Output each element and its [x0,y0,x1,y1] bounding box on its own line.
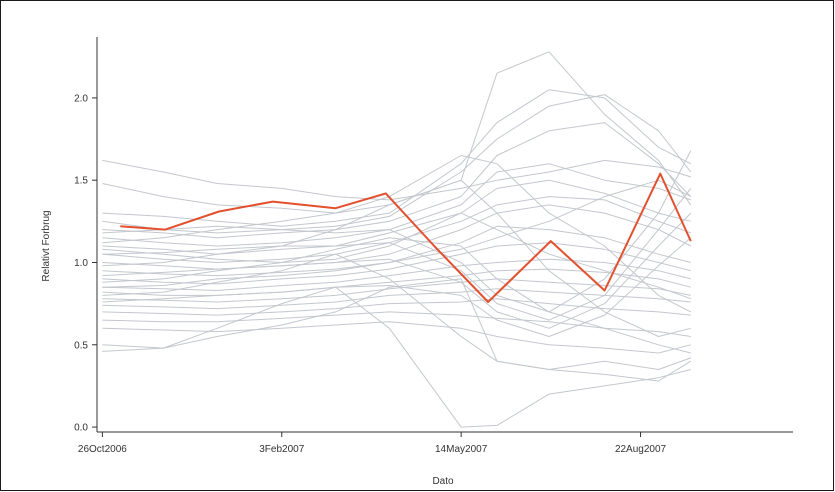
y-axis-label: Relativt Forbrug [41,210,52,281]
background-series-line-21 [102,155,692,313]
x-tick-label: 14May2007 [435,444,488,455]
highlight-series-line [120,172,692,303]
y-tick-label: 0.5 [74,340,88,351]
background-series-line-16 [102,298,691,316]
background-series-line-25 [102,150,692,313]
background-series-line-15 [102,288,691,310]
background-series-line-26 [102,188,692,321]
background-series-line-6 [102,163,691,247]
background-series-line-5 [102,122,692,239]
background-series-line-18 [102,321,691,354]
background-series-line-20 [102,286,691,428]
background-series-line-8 [102,196,691,263]
background-series-line-4 [102,94,692,234]
axes-group: 26Oct2006 3Feb2007 14May2007 22Aug2007 0.0 0.… [74,37,793,455]
background-series-line-30 [102,179,692,288]
background-series-line-28 [102,237,692,337]
background-series-line-2 [102,51,692,214]
y-tick-label: 2.0 [74,93,88,104]
y-tick-label: 1.0 [74,258,88,269]
background-series-line-11 [102,242,691,285]
background-series-line-14 [102,278,691,303]
y-tick-label: 1.5 [74,176,88,187]
background-series-line-19 [102,278,692,382]
background-series-line-24 [102,253,691,370]
background-series-line-10 [102,225,691,277]
background-series-line-7 [102,179,691,255]
background-series-line-23 [102,237,691,354]
x-tick-label: 22Aug2007 [615,444,667,455]
x-axis-label: Dato [432,476,454,487]
background-series-line-3 [102,89,692,227]
highlight-series-group [120,172,692,303]
background-series-group [102,51,692,428]
y-tick-label: 0.0 [74,423,88,434]
x-tick-label: 3Feb2007 [259,444,304,455]
x-tick-label: 26Oct2006 [78,444,127,455]
background-series-line-17 [102,311,691,337]
background-series-line-27 [102,212,692,329]
background-series-line-22 [102,179,691,337]
background-series-line-1 [102,159,691,201]
